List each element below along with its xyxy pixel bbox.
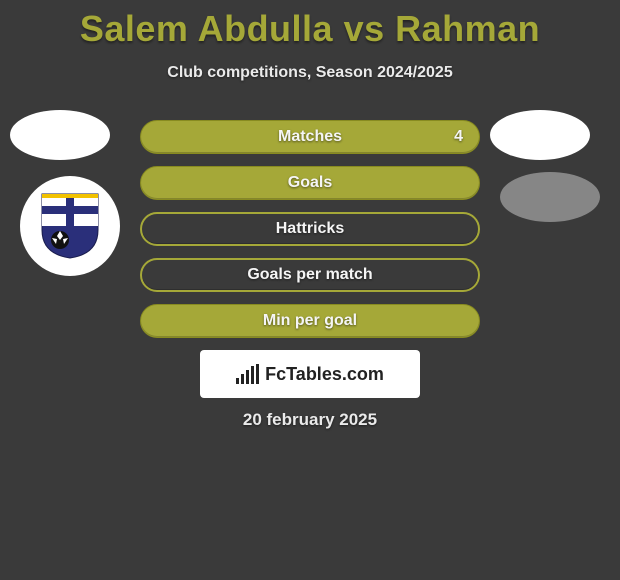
stat-row-matches: Matches 4: [140, 120, 480, 154]
stat-label: Min per goal: [263, 312, 357, 330]
stat-label: Goals per match: [247, 266, 372, 284]
stat-row-hattricks: Hattricks: [140, 212, 480, 246]
stat-row-min-per-goal: Min per goal: [140, 304, 480, 338]
stat-row-goals: Goals: [140, 166, 480, 200]
stats-panel: Matches 4 Goals Hattricks Goals per matc…: [140, 120, 480, 350]
stat-label: Goals: [288, 174, 332, 192]
shield-icon: [38, 192, 102, 260]
club-badge-left: [20, 176, 120, 276]
stat-value: 4: [454, 128, 463, 146]
stat-label: Hattricks: [276, 220, 344, 238]
stat-label: Matches: [278, 128, 342, 146]
player-left-avatar: [10, 110, 110, 160]
page-subtitle: Club competitions, Season 2024/2025: [0, 64, 620, 82]
branding-box: FcTables.com: [200, 350, 420, 398]
stat-row-goals-per-match: Goals per match: [140, 258, 480, 292]
branding-text: FcTables.com: [265, 364, 384, 385]
player-right-avatar-secondary: [500, 172, 600, 222]
footer-date: 20 february 2025: [0, 410, 620, 430]
bar-chart-icon: [236, 364, 259, 384]
player-right-avatar: [490, 110, 590, 160]
page-title: Salem Abdulla vs Rahman: [0, 0, 620, 50]
